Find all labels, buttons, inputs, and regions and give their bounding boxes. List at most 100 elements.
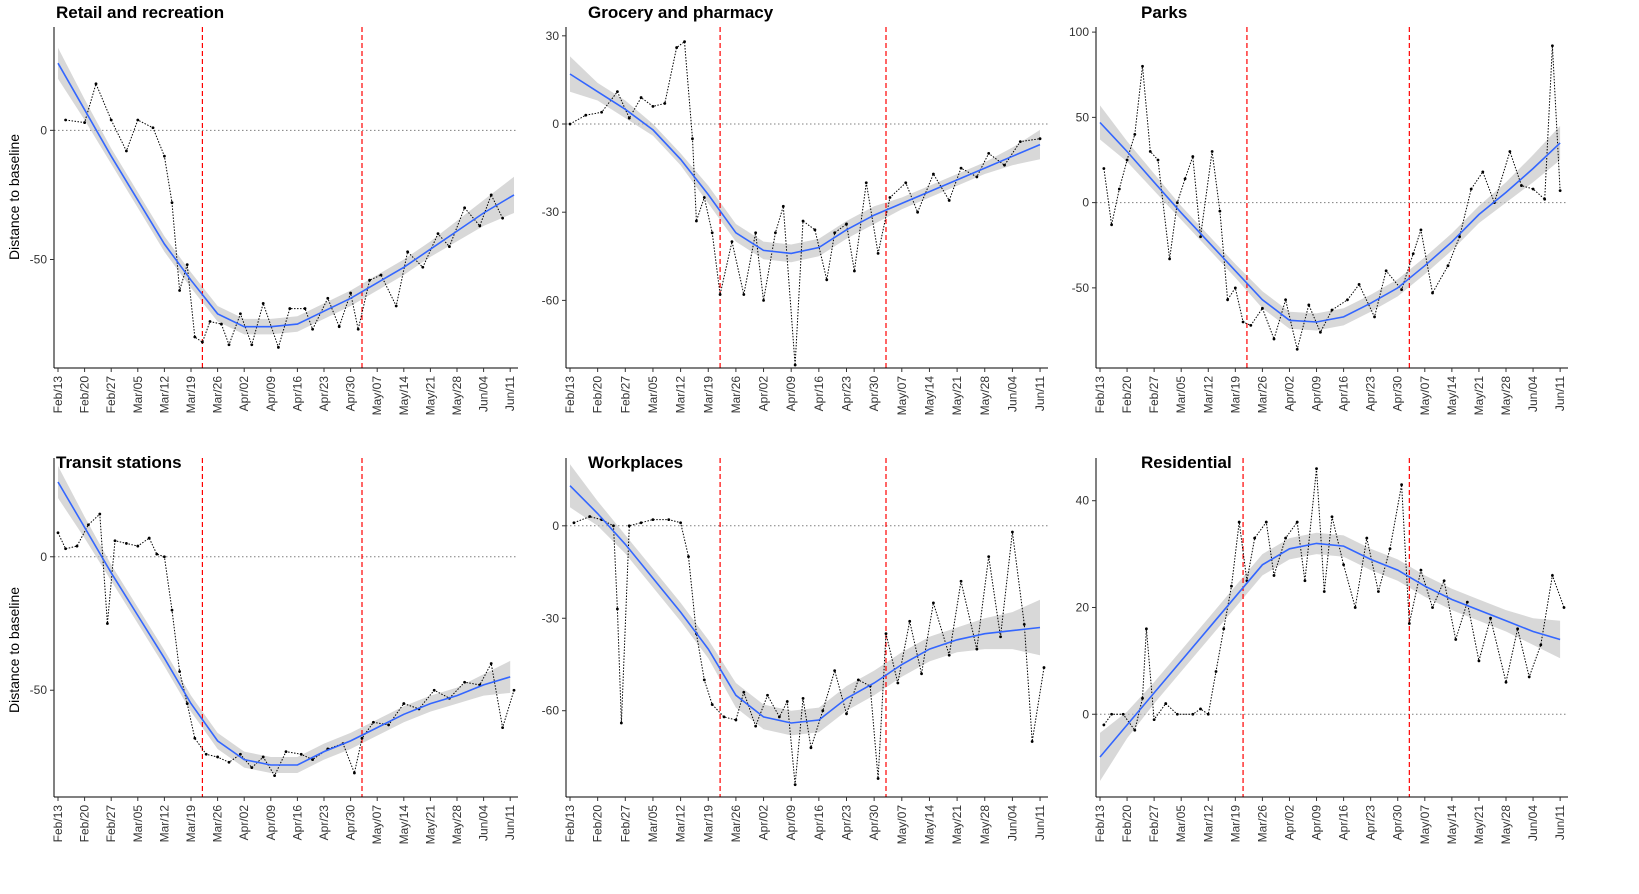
x-tick-label: May/07	[1418, 805, 1432, 845]
data-point	[216, 755, 220, 759]
data-point	[1295, 520, 1299, 524]
data-point	[1469, 187, 1473, 191]
data-point	[201, 340, 204, 344]
data-point	[1284, 536, 1287, 540]
x-tick-label: Mar/12	[1201, 376, 1215, 414]
data-point	[261, 755, 265, 759]
data-point	[600, 110, 603, 114]
data-point	[627, 524, 631, 528]
data-point	[1030, 740, 1034, 743]
x-tick-label: Mar/26	[729, 805, 743, 843]
smooth-line	[569, 73, 1041, 255]
data-point	[155, 552, 159, 556]
data-point	[813, 228, 817, 232]
data-point	[1504, 680, 1508, 684]
data-point	[568, 122, 572, 126]
data-point	[1342, 563, 1345, 567]
data-point	[612, 524, 615, 528]
data-point	[1431, 291, 1434, 295]
data-point	[1022, 623, 1026, 626]
x-tick-label: Mar/12	[157, 805, 171, 843]
y-tick-label: 0	[552, 519, 559, 533]
data-point	[250, 766, 254, 770]
x-tick-label: Apr/30	[1391, 805, 1405, 841]
data-point	[432, 688, 436, 692]
observed-line	[569, 40, 1041, 366]
data-point	[1125, 158, 1129, 162]
x-tick-label: Apr/02	[757, 376, 771, 412]
plot-area: 0 -50 Feb/13 Feb/20 Feb/27 Mar/05 Mar/12 Mar/19…	[30, 27, 518, 415]
x-tick-label: Mar/05	[1174, 376, 1188, 414]
data-point	[833, 669, 837, 673]
data-point	[876, 777, 880, 780]
data-point	[1272, 574, 1276, 577]
data-point	[261, 302, 265, 305]
data-point	[584, 113, 588, 117]
data-point	[663, 102, 667, 105]
data-point	[845, 712, 848, 716]
data-point	[742, 293, 746, 296]
x-tick-label: Jun/04	[477, 376, 491, 412]
data-point	[94, 82, 98, 86]
data-point	[987, 152, 991, 155]
data-point	[1400, 483, 1403, 487]
data-point	[501, 216, 504, 220]
data-point	[1346, 298, 1349, 302]
data-point	[372, 720, 375, 724]
panel-title: Grocery and pharmacy	[588, 3, 774, 22]
data-point	[106, 622, 109, 625]
x-tick-label: Feb/27	[104, 376, 118, 414]
x-tick-label: May/28	[1499, 805, 1513, 845]
y-tick-label: 20	[1076, 600, 1090, 614]
data-point	[801, 219, 805, 223]
data-point	[193, 335, 197, 339]
data-point	[932, 172, 935, 176]
data-point	[1407, 622, 1411, 625]
smooth-line	[57, 481, 511, 766]
x-tick-label: Apr/02	[237, 805, 251, 841]
data-point	[801, 696, 805, 700]
data-point	[1477, 659, 1481, 663]
x-tick-label: Mar/05	[131, 376, 145, 414]
data-point	[1011, 530, 1014, 534]
data-point	[639, 96, 643, 99]
panel-title: Residential	[1141, 453, 1232, 472]
data-point	[1199, 707, 1202, 711]
x-tick-label: Feb/20	[591, 376, 605, 414]
data-point	[1481, 170, 1485, 174]
x-tick-label: Feb/27	[618, 805, 632, 843]
x-tick-label: Feb/13	[563, 805, 577, 843]
x-tick-label: Apr/09	[784, 376, 798, 412]
x-tick-label: Feb/13	[51, 376, 65, 414]
data-point	[178, 289, 182, 292]
x-tick-label: May/21	[1472, 805, 1486, 845]
data-point	[845, 222, 848, 226]
data-point	[1230, 584, 1233, 588]
data-point	[349, 291, 352, 295]
data-point	[825, 278, 829, 282]
data-point	[766, 693, 769, 697]
data-point	[785, 700, 789, 703]
x-tick-label: Apr/02	[1282, 376, 1296, 412]
data-point	[1551, 574, 1554, 577]
data-point	[1183, 177, 1187, 181]
x-tick-label: Apr/09	[264, 376, 278, 412]
data-point	[136, 544, 140, 548]
data-point	[147, 536, 151, 540]
data-point	[1295, 347, 1299, 351]
data-point	[64, 118, 67, 122]
data-point	[489, 193, 493, 197]
data-point	[1237, 520, 1241, 524]
x-tick-label: Feb/13	[51, 805, 65, 843]
x-tick-label: Feb/27	[104, 805, 118, 843]
data-point	[303, 307, 307, 310]
data-point	[1284, 298, 1287, 302]
y-tick-label: -60	[542, 293, 560, 307]
data-point	[947, 199, 951, 202]
x-tick-label: Mar/12	[674, 805, 688, 843]
x-tick-label: Jun/04	[1005, 376, 1019, 412]
data-point	[512, 688, 516, 692]
x-tick-label: Apr/30	[867, 376, 881, 412]
data-point	[687, 555, 690, 559]
data-point	[1419, 228, 1423, 232]
